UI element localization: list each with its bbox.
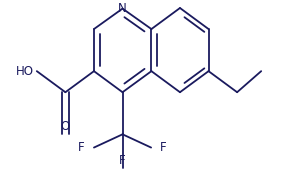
Text: F: F <box>78 141 85 154</box>
Text: F: F <box>119 154 126 167</box>
Text: N: N <box>118 2 127 15</box>
Text: F: F <box>160 141 167 154</box>
Text: HO: HO <box>16 65 34 78</box>
Text: O: O <box>61 120 70 133</box>
